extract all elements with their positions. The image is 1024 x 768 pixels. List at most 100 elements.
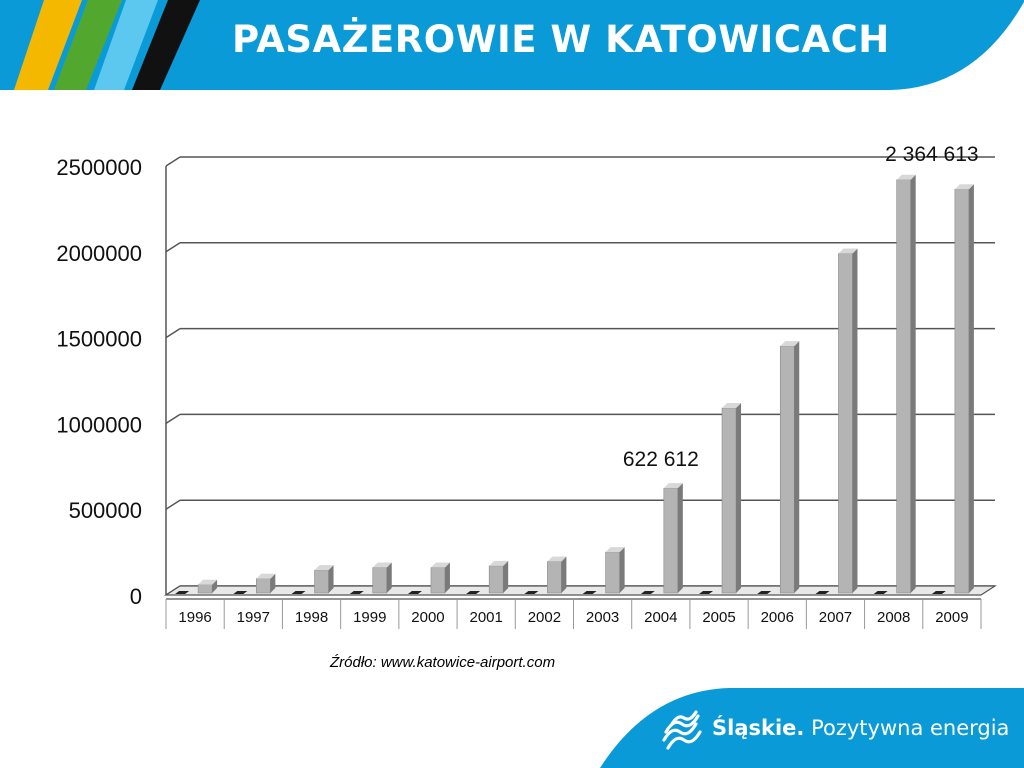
bar-side [503, 560, 509, 593]
bar-top [256, 573, 276, 579]
floor-marker [699, 591, 714, 594]
bar-side [212, 579, 218, 593]
chart-floor [163, 585, 998, 596]
x-tick-label: 2007 [819, 609, 852, 626]
floor-marker [524, 591, 539, 594]
bar [779, 345, 795, 594]
gridline-depth [165, 327, 181, 339]
bar-side [619, 547, 625, 593]
bar-side [328, 565, 334, 593]
brand-wordmark: Śląskie. Pozytywna energia [712, 716, 1009, 740]
floor-marker [407, 591, 422, 594]
bar [605, 551, 620, 594]
slide-title: PASAŻEROWIE W KATOWICACH [232, 18, 890, 61]
gridline-depth [165, 499, 181, 510]
bar-side [270, 573, 276, 593]
x-tick-label: 2000 [411, 609, 444, 626]
y-tick-label: 2000000 [56, 241, 142, 266]
bar [256, 578, 271, 594]
bar-side [968, 184, 974, 593]
y-tick-label: 500000 [69, 498, 142, 523]
bar-side [736, 402, 742, 593]
bar-side [910, 174, 916, 593]
bar-top [489, 560, 509, 566]
data-label: 622 612 [623, 448, 699, 471]
bar-side [444, 562, 450, 593]
data-label: 2 364 613 [885, 143, 978, 166]
bar [430, 567, 446, 594]
gridline-depth [165, 413, 181, 425]
bar [663, 487, 679, 594]
x-tick-label: 2006 [761, 609, 794, 626]
bar-side [561, 556, 567, 593]
bar [314, 569, 329, 594]
floor-marker [931, 591, 946, 594]
y-tick-label: 1500000 [56, 327, 142, 352]
header-background [0, 0, 1024, 90]
x-tick-label: 2004 [644, 609, 677, 626]
y-tick-label: 0 [130, 584, 142, 609]
brand-name: Śląskie. [712, 716, 805, 740]
stripe-yellow [14, 0, 82, 90]
floor-marker [349, 591, 364, 594]
bar-top [954, 184, 974, 190]
gridline-depth [165, 156, 181, 167]
x-tick-label: 2009 [935, 609, 968, 626]
bar-top [663, 483, 683, 489]
floor-marker [466, 591, 481, 594]
bar [547, 561, 562, 594]
bar-side [386, 562, 392, 593]
annotations: 622 612 2 364 613 [623, 143, 979, 471]
stripe-lightblue [94, 0, 158, 90]
bar-top [198, 579, 218, 585]
y-tick-label: 2500000 [56, 155, 142, 180]
bar-top [838, 248, 858, 254]
bar [896, 179, 911, 594]
floor-marker [291, 591, 306, 594]
bar-side [852, 248, 858, 594]
stripe-green [54, 0, 122, 90]
bar [721, 407, 737, 594]
floor-marker [175, 591, 190, 594]
x-tick-label: 1997 [237, 609, 270, 626]
floor-marker [582, 591, 597, 594]
bar-top [605, 547, 625, 553]
floor-marker [873, 591, 888, 594]
bar [197, 584, 213, 594]
grid-lines [165, 156, 995, 596]
x-tick-label: 1998 [295, 609, 328, 626]
bar-side [794, 341, 800, 593]
bar-top [722, 402, 742, 408]
x-axis: 1996 1997 1998 1999 2000 2001 2002 2003 2004 2005… [165, 598, 982, 629]
bar-top [896, 174, 916, 180]
x-tick-label: 2008 [877, 609, 910, 626]
x-tick-label: 2005 [702, 609, 735, 626]
x-tick-label: 2002 [528, 609, 561, 626]
bar [372, 567, 388, 594]
bar [838, 253, 853, 594]
floor-marker [815, 591, 830, 594]
floor-marker [757, 591, 772, 594]
bar-top [430, 562, 450, 568]
y-axis: 0 500000 1000000 1500000 2000000 2500000 [56, 155, 142, 609]
y-tick-label: 1000000 [56, 412, 142, 437]
bar [488, 565, 504, 594]
source-note: Źródło: www.katowice-airport.com [330, 654, 556, 671]
bar-top [780, 341, 800, 347]
floor-marker [233, 591, 248, 594]
bar-top [372, 562, 392, 568]
x-tick-label: 1996 [178, 609, 211, 626]
header-banner [0, 0, 1024, 90]
bar-top [314, 565, 334, 571]
floor-marker [640, 591, 655, 594]
bar [954, 188, 970, 594]
bars [175, 174, 974, 594]
x-tick-label: 1999 [353, 609, 386, 626]
gridline-depth [165, 242, 181, 253]
stripe-black [132, 0, 200, 90]
brand-slogan: Pozytywna energia [811, 716, 1010, 740]
x-tick-label: 2001 [469, 609, 502, 626]
x-tick-label: 2003 [586, 609, 619, 626]
bar-side [677, 483, 683, 593]
